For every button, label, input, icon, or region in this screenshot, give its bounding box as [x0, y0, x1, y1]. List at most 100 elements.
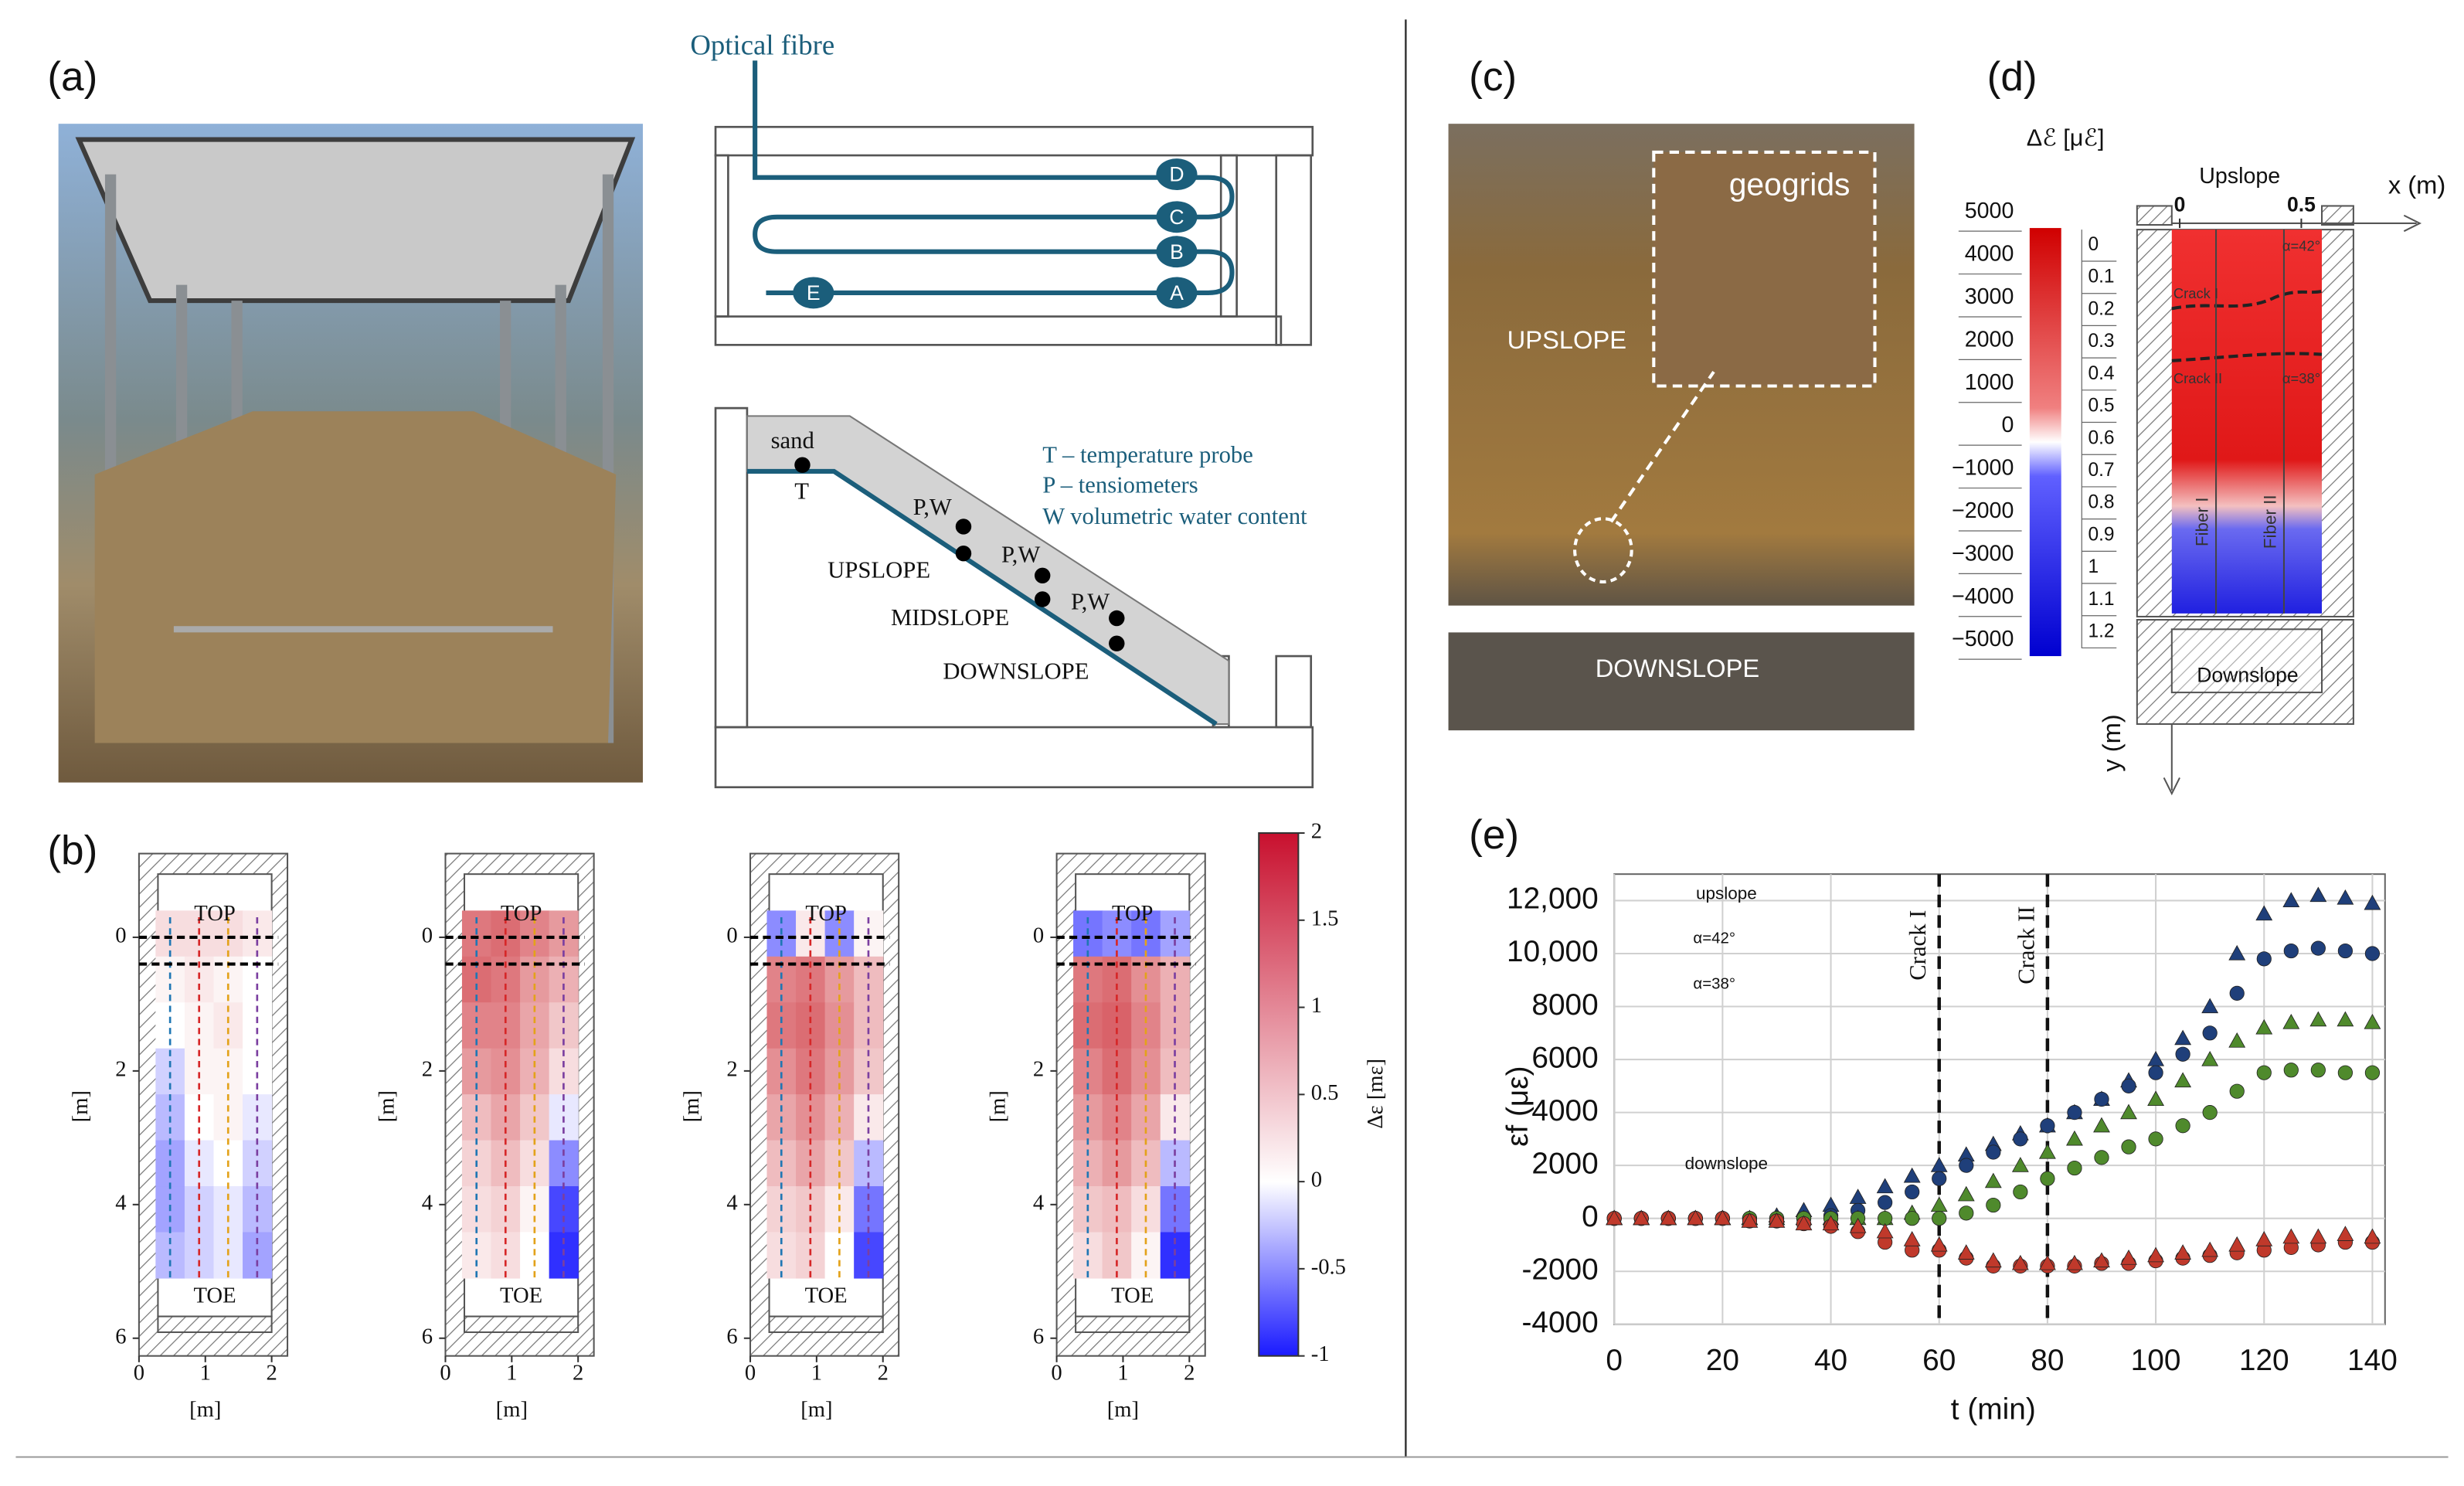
marker: [1986, 1144, 2001, 1160]
y-tick-label: 0.6: [2088, 427, 2114, 448]
axis-label: x (m): [2388, 171, 2445, 199]
axis-label: [m]: [987, 1090, 1011, 1122]
label: DOWNSLOPE: [943, 658, 1089, 685]
x-tick-label: 20: [1706, 1344, 1739, 1377]
colorbar-tick-label: 2000: [1965, 327, 2014, 352]
marker: [1660, 1209, 1677, 1226]
toe-wall: [1075, 1315, 1191, 1334]
marker: [2256, 951, 2272, 967]
marker: [2228, 1032, 2246, 1048]
marker: [2148, 1131, 2163, 1147]
y-tick-label: 10,000: [1507, 935, 1599, 968]
label: P – tensiometers: [1042, 471, 1198, 498]
y-tick-label: 0: [1582, 1200, 1599, 1233]
x-tick-label: 2: [878, 1362, 889, 1386]
y-tick-label: 1.2: [2088, 621, 2114, 641]
marker: [2229, 985, 2245, 1001]
marker: [2120, 1103, 2137, 1120]
marker: [2038, 1143, 2056, 1159]
label: T – temperature probe: [1042, 442, 1253, 468]
colorbar-tick-label: -1: [1311, 1342, 1330, 1366]
colorbar-label: Δℰ [μℰ]: [2027, 125, 2105, 151]
marker: [2011, 1157, 2029, 1172]
y-tick-label: 4000: [1531, 1094, 1598, 1127]
y-tick-label: 0.7: [2088, 460, 2114, 481]
marker: [2093, 1252, 2110, 1268]
marker: [2040, 1118, 2055, 1134]
colorbar-tick-label: 4000: [1965, 242, 2014, 267]
y-tick-label: 2000: [1531, 1147, 1598, 1180]
marker: [1932, 1171, 1947, 1186]
marker: [2201, 1241, 2219, 1257]
marker: [2067, 1105, 2082, 1120]
y-tick-label: 6: [726, 1324, 737, 1348]
marker: [2255, 905, 2273, 921]
marker: [2282, 1014, 2300, 1029]
marker: [2310, 1063, 2326, 1078]
label: W volumetric water content: [1042, 503, 1307, 529]
marker: [1633, 1209, 1650, 1226]
toe-wall: [157, 1315, 273, 1334]
marker: [1959, 1158, 1974, 1173]
y-tick-label: 4: [1033, 1191, 1044, 1215]
marker: [2309, 1011, 2327, 1027]
colorbar-tick-label: −5000: [1952, 627, 2014, 651]
crack-label: Crack II: [2013, 906, 2039, 984]
label: TOP: [1112, 902, 1154, 926]
label: TOE: [805, 1284, 848, 1308]
y-tick-label: 6: [1033, 1324, 1044, 1348]
x-tick-label: 0: [1606, 1344, 1623, 1377]
panel-label: (c): [1469, 54, 1517, 100]
marker: [2148, 1065, 2163, 1080]
y-tick-label: 8000: [1531, 988, 1598, 1022]
marker: [2121, 1139, 2136, 1154]
marker: [2013, 1184, 2028, 1200]
marker: [2120, 1250, 2137, 1265]
marker: [1984, 1252, 2002, 1268]
marker: [2202, 1105, 2218, 1120]
x-tick-label: 2: [266, 1362, 277, 1386]
marker: [1986, 1197, 2001, 1213]
label: TOE: [500, 1284, 542, 1308]
x-tick-label: 80: [2031, 1344, 2064, 1377]
label: T: [794, 478, 809, 505]
marker: [2202, 1025, 2218, 1041]
colorbar-tick-label: −4000: [1952, 584, 2014, 609]
x-tick-label: 0.5: [2287, 192, 2316, 216]
marker: [2038, 1254, 2056, 1270]
marker: [2364, 1228, 2381, 1244]
marker: [2364, 946, 2381, 961]
axis-label: y (m): [2097, 714, 2126, 771]
x-tick-label: 1: [506, 1362, 517, 1386]
x-tick-label: 0: [2174, 192, 2186, 216]
y-tick-label: 0: [422, 924, 433, 948]
y-tick-label: 4: [115, 1191, 126, 1215]
x-tick-label: 0: [1051, 1362, 1062, 1386]
x-tick-label: 1: [200, 1362, 211, 1386]
marker: [2011, 1254, 2029, 1270]
y-tick-label: 0.9: [2088, 524, 2114, 545]
marker: [2013, 1131, 2028, 1147]
y-tick-label: 0.1: [2088, 267, 2114, 287]
label: Upslope: [2199, 164, 2280, 189]
colorbar-label: Δε [mε]: [1364, 1059, 1388, 1129]
marker: [2174, 1072, 2192, 1088]
marker: [1957, 1185, 1975, 1202]
slope-schematic: [2136, 205, 2422, 796]
label: TOP: [805, 902, 847, 926]
marker: [2364, 1065, 2381, 1080]
marker: [2147, 1246, 2165, 1263]
label: Optical fibre: [690, 29, 834, 60]
axis-label: [m]: [69, 1090, 93, 1122]
marker: [2337, 1226, 2354, 1241]
label: Crack II: [2173, 370, 2222, 386]
axis-label: [m]: [1107, 1398, 1139, 1422]
marker: [1905, 1211, 1920, 1226]
marker: [1822, 1215, 1840, 1231]
marker: [1795, 1215, 1813, 1231]
axis-label: εf (με): [1501, 1066, 1534, 1146]
label: TOP: [501, 902, 542, 926]
colorbar-tick-label: 1: [1311, 994, 1322, 1018]
marker: [2255, 1231, 2273, 1246]
